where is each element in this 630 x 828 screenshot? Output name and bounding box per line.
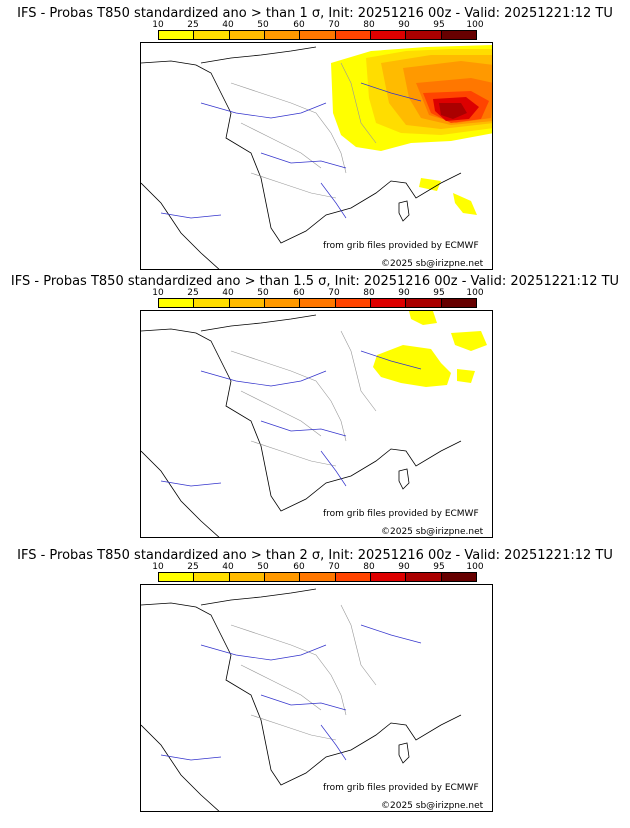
- colorbar-segment: [370, 573, 407, 581]
- colorbar-segment: [300, 573, 336, 581]
- colorbar-tick: 25: [187, 288, 199, 298]
- colorbar-segment: [370, 299, 407, 307]
- colorbar-segment: [159, 31, 195, 39]
- colorbar-segment: [406, 299, 442, 307]
- colorbar-tick: 10: [152, 20, 164, 30]
- panel-title: IFS - Probas T850 standardized ano > tha…: [10, 274, 620, 289]
- colorbar-segment: [159, 573, 195, 581]
- coastline: [141, 314, 462, 537]
- colorbar: [158, 572, 477, 582]
- colorbar-tick: 25: [187, 562, 199, 572]
- colorbar-tick: 60: [293, 562, 305, 572]
- colorbar-tick: 10: [152, 288, 164, 298]
- map-3: from grib files provided by ECMWF ©2025 …: [140, 584, 493, 812]
- colorbar-segment: [194, 573, 230, 581]
- panel-3: IFS - Probas T850 standardized ano > tha…: [0, 548, 630, 816]
- rivers: [160, 624, 422, 761]
- colorbar-segment: [229, 299, 265, 307]
- colorbar-segment: [406, 31, 442, 39]
- colorbar-tick: 40: [222, 20, 234, 30]
- colorbar-tick: 60: [293, 288, 305, 298]
- panel-1: IFS - Probas T850 standardized ano > tha…: [0, 6, 630, 274]
- borders: [230, 604, 377, 741]
- colorbar-segment: [335, 573, 371, 581]
- colorbar-segment: [264, 299, 301, 307]
- colorbar-segment: [300, 299, 336, 307]
- colorbar-segment: [300, 31, 336, 39]
- borders: [230, 330, 377, 467]
- colorbar-tick: 80: [363, 562, 375, 572]
- colorbar-tick: 50: [257, 288, 269, 298]
- colorbar-segment: [229, 573, 265, 581]
- colorbar-tick: 40: [222, 288, 234, 298]
- colorbar-segment: [264, 573, 301, 581]
- credit-ecmwf: from grib files provided by ECMWF: [323, 783, 479, 793]
- credit-ecmwf: from grib files provided by ECMWF: [323, 509, 479, 519]
- rivers: [160, 82, 422, 219]
- colorbar-tick: 90: [398, 20, 410, 30]
- colorbar-tick: 60: [293, 20, 305, 30]
- colorbar-tick: 90: [398, 288, 410, 298]
- colorbar-tick: 10: [152, 562, 164, 572]
- credit-site: ©2025 sb@irizpne.net: [381, 801, 484, 811]
- credit-site: ©2025 sb@irizpne.net: [381, 527, 484, 537]
- credit-site: ©2025 sb@irizpne.net: [381, 259, 484, 269]
- colorbar-tick: 80: [363, 288, 375, 298]
- colorbar-tick: 70: [328, 288, 340, 298]
- colorbar-tick: 40: [222, 562, 234, 572]
- coastline: [141, 46, 462, 269]
- colorbar-tick: 100: [466, 288, 484, 298]
- colorbar-segment: [441, 31, 476, 39]
- colorbar-segment: [264, 31, 301, 39]
- colorbar-tick: 50: [257, 20, 269, 30]
- map-1: from grib files provided by ECMWF ©2025 …: [140, 42, 493, 270]
- colorbar-segment: [406, 573, 442, 581]
- coastline: [141, 588, 462, 811]
- colorbar-segment: [194, 31, 230, 39]
- probability-field: [331, 45, 492, 215]
- colorbar-segment: [335, 299, 371, 307]
- colorbar-segment: [194, 299, 230, 307]
- borders: [230, 62, 377, 199]
- colorbar-segment: [370, 31, 407, 39]
- colorbar-segment: [441, 299, 476, 307]
- rivers: [160, 350, 422, 487]
- colorbar-tick: 100: [466, 20, 484, 30]
- colorbar-tick: 95: [433, 288, 445, 298]
- colorbar: [158, 30, 477, 40]
- colorbar-tick: 90: [398, 562, 410, 572]
- colorbar: [158, 298, 477, 308]
- colorbar-tick: 70: [328, 562, 340, 572]
- colorbar-tick: 70: [328, 20, 340, 30]
- colorbar-tick: 100: [466, 562, 484, 572]
- colorbar-tick: 80: [363, 20, 375, 30]
- probability-field: [373, 311, 487, 387]
- colorbar-segment: [441, 573, 476, 581]
- colorbar-segment: [335, 31, 371, 39]
- colorbar-segment: [159, 299, 195, 307]
- colorbar-tick: 50: [257, 562, 269, 572]
- panel-2: IFS - Probas T850 standardized ano > tha…: [0, 274, 630, 542]
- colorbar-tick: 25: [187, 20, 199, 30]
- colorbar-tick: 95: [433, 20, 445, 30]
- colorbar-segment: [229, 31, 265, 39]
- colorbar-tick: 95: [433, 562, 445, 572]
- credit-ecmwf: from grib files provided by ECMWF: [323, 241, 479, 251]
- map-2: from grib files provided by ECMWF ©2025 …: [140, 310, 493, 538]
- panel-title: IFS - Probas T850 standardized ano > tha…: [17, 548, 613, 563]
- panel-title: IFS - Probas T850 standardized ano > tha…: [17, 6, 613, 21]
